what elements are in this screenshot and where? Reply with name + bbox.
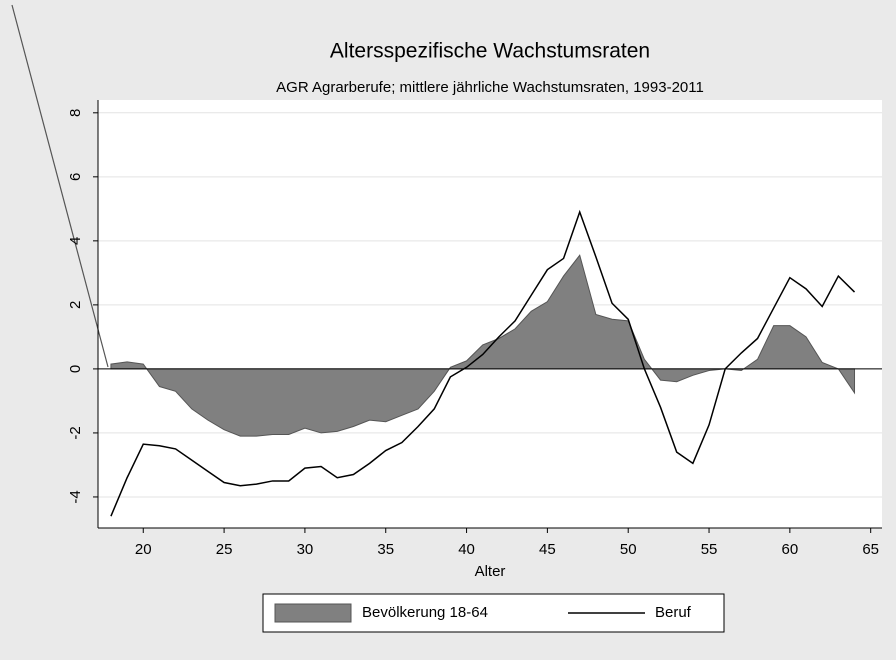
x-tick-label: 55 [701, 541, 718, 558]
y-tick-label: 0 [67, 365, 84, 373]
x-tick-label: 65 [862, 541, 879, 558]
line [110, 209, 856, 517]
x-tick-label: 25 [216, 541, 233, 558]
x-tick-label: 60 [782, 541, 799, 558]
plot-area [98, 100, 882, 528]
y-tick-label: 6 [67, 173, 84, 181]
chart-title: Altersspezifische Wachstumsraten [330, 40, 650, 63]
legend-label: Beruf [655, 604, 692, 621]
x-tick-label: 20 [135, 541, 152, 558]
y-tick-label: -2 [67, 426, 84, 439]
legend-swatch [274, 603, 352, 623]
y-tick-label: 4 [67, 237, 84, 245]
y-tick-label: 2 [67, 301, 84, 309]
stray-line [11, 4, 109, 368]
area [110, 254, 856, 437]
x-tick-label: 45 [539, 541, 556, 558]
y-tick-label: -4 [67, 490, 84, 503]
y-tick-label: 8 [67, 109, 84, 117]
x-tick-label: 35 [377, 541, 394, 558]
x-tick-label: 40 [458, 541, 475, 558]
legend-label: Bevölkerung 18-64 [362, 604, 488, 621]
chart-subtitle: AGR Agrarberufe; mittlere jährliche Wach… [276, 79, 704, 96]
x-axis-label: Alter [475, 563, 506, 580]
x-tick-label: 50 [620, 541, 637, 558]
x-tick-label: 30 [297, 541, 314, 558]
